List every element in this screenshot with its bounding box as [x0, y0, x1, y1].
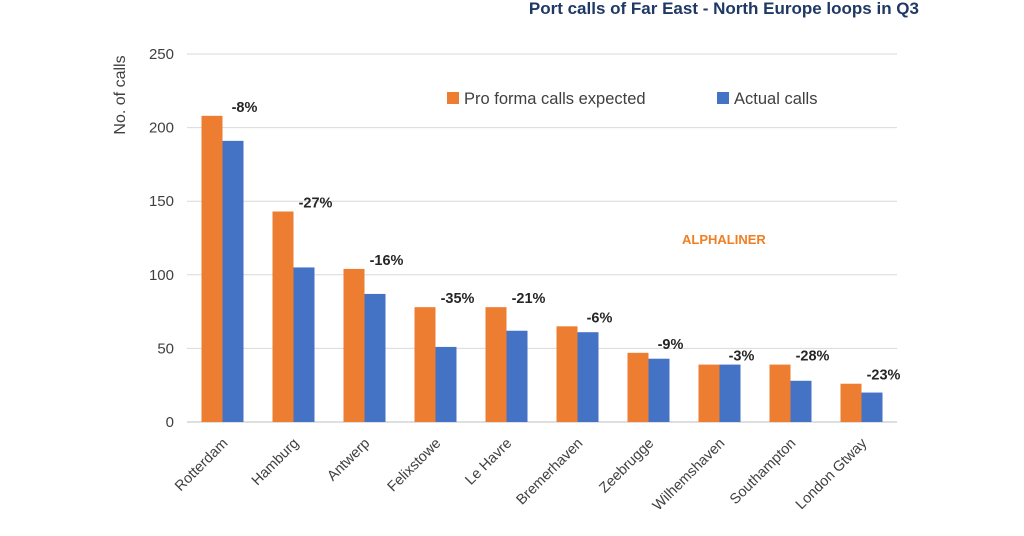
data-label: -9% — [658, 337, 684, 353]
y-tick-label: 50 — [157, 340, 174, 357]
bar-pro-forma-london-gtway — [840, 383, 862, 422]
y-tick-label: 200 — [149, 120, 174, 137]
bar-actual-le-havre — [506, 330, 528, 422]
bar-pro-forma-antwerp — [343, 268, 365, 422]
data-label: -16% — [370, 253, 404, 269]
bar-actual-rotterdam — [222, 140, 244, 422]
y-tick-label: 150 — [149, 193, 174, 210]
data-label: -28% — [796, 349, 830, 365]
y-tick-label: 0 — [166, 414, 174, 431]
x-tick-label: Hamburg — [249, 436, 302, 489]
data-label: -8% — [232, 100, 258, 116]
legend-swatch — [717, 92, 729, 104]
bar-pro-forma-rotterdam — [201, 115, 223, 422]
y-tick-label: 250 — [149, 46, 174, 63]
bar-actual-zeebrugge — [648, 358, 670, 422]
x-tick-label: Felixstowe — [385, 436, 445, 496]
data-label: -27% — [299, 196, 333, 212]
legend-label: Actual calls — [734, 90, 817, 108]
x-tick-label: Rotterdam — [172, 436, 231, 495]
bar-pro-forma-hamburg — [272, 211, 294, 422]
y-tick-label: 100 — [149, 267, 174, 284]
bar-pro-forma-southampton — [769, 364, 791, 422]
bar-actual-southampton — [790, 380, 812, 422]
bar-pro-forma-le-havre — [485, 307, 507, 422]
data-label: -21% — [512, 291, 546, 307]
watermark: ALPHALINER — [682, 232, 766, 247]
x-tick-label: Wilhemshaven — [650, 436, 729, 515]
bar-pro-forma-zeebrugge — [627, 352, 649, 422]
bar-actual-bremerhaven — [577, 332, 599, 422]
bar-actual-london-gtway — [861, 392, 883, 422]
bar-actual-hamburg — [293, 267, 315, 422]
y-axis-ticks: 0 50 100 150 200 250 — [149, 46, 174, 431]
data-label: -23% — [867, 368, 901, 384]
legend-swatch — [447, 92, 459, 104]
x-tick-label: Southampton — [727, 436, 799, 508]
data-label: -6% — [587, 310, 613, 326]
bar-actual-wilhemshaven — [719, 364, 741, 422]
bar-pro-forma-bremerhaven — [556, 326, 578, 422]
data-label: -35% — [441, 291, 475, 307]
x-tick-label: Antwerp — [324, 436, 373, 485]
bar-actual-antwerp — [364, 293, 386, 422]
data-labels: -8% -27% -16% -35% -21% -6% -9% -3% -28% -23% — [232, 100, 901, 384]
bar-pro-forma-wilhemshaven — [698, 364, 720, 422]
x-tick-label: Zeebrugge — [596, 436, 657, 497]
bar-actual-felixstowe — [435, 346, 457, 422]
x-tick-label: Le Havre — [462, 436, 515, 489]
category-labels: Rotterdam Hamburg Antwerp Felixstowe Le Havr… — [172, 435, 871, 514]
x-tick-label: Bremerhaven — [513, 436, 586, 509]
legend-label: Pro forma calls expected — [464, 90, 646, 108]
data-label: -3% — [729, 349, 755, 365]
y-axis-label: No. of calls — [112, 55, 129, 134]
x-tick-label: London Gtway — [793, 435, 871, 513]
chart-title: Port calls of Far East - North Europe lo… — [529, 0, 919, 18]
bar-pro-forma-felixstowe — [414, 307, 436, 422]
bars — [201, 115, 883, 422]
legend: Pro forma calls expected Actual calls — [447, 90, 817, 108]
